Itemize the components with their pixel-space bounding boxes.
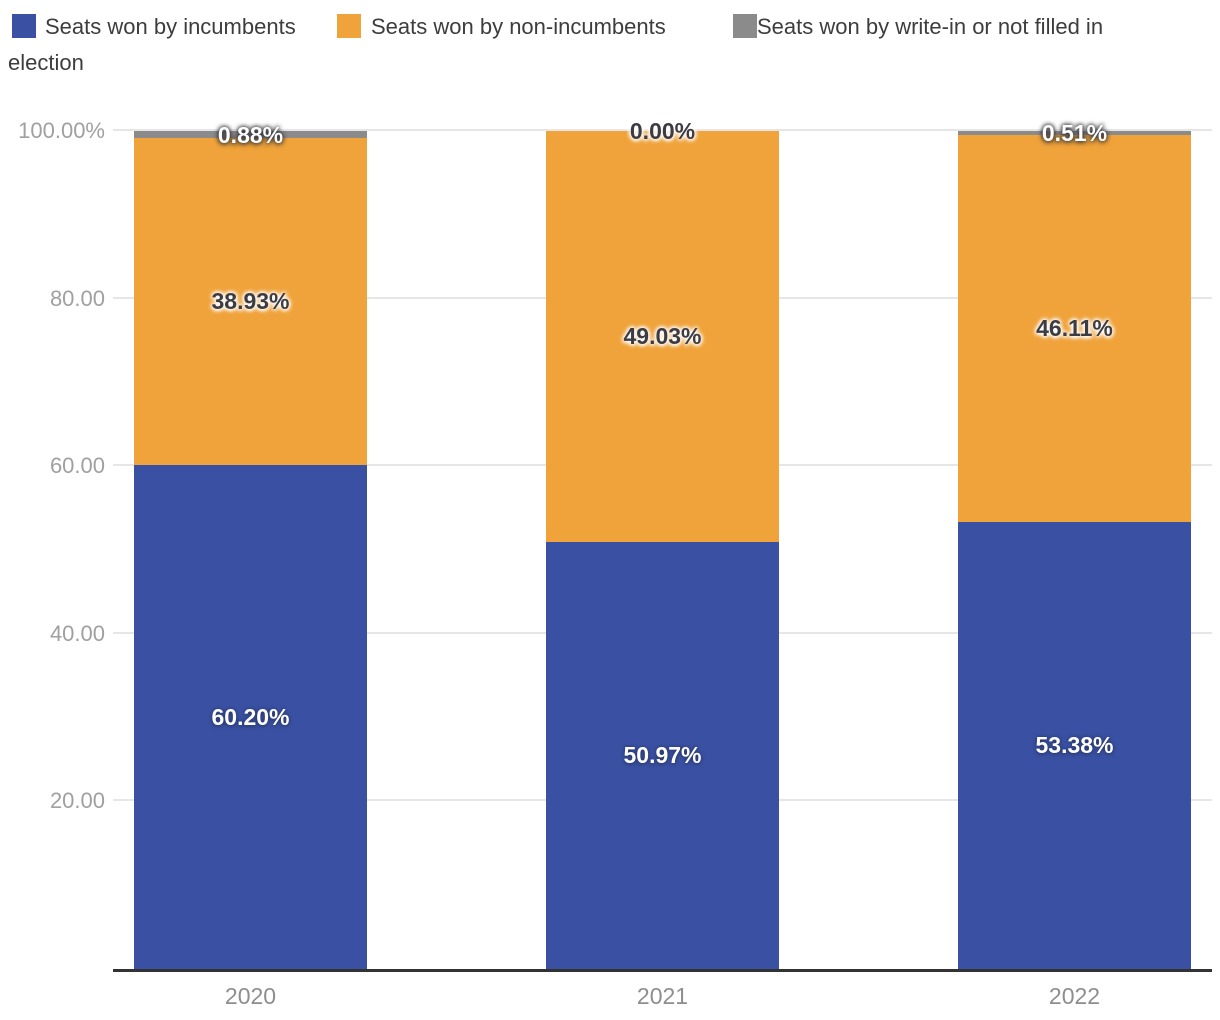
legend-label-incumbents: Seats won by incumbents [45,14,296,39]
bar-label-incumbents-2021: 50.97% [623,742,702,768]
bar-label-write_in-2021: 0.00% [629,118,696,144]
x-axis-label-2022: 2022 [1048,983,1101,1009]
bar-segment-incumbents-2021[interactable] [546,542,779,969]
bar-label-write_in-2022: 0.51% [1041,120,1108,146]
x-axis-baseline [113,969,1212,972]
bar-label-incumbents-2022: 53.38% [1035,732,1114,758]
bar-label-non_incumbents-2021: 49.03% [623,323,702,349]
bar-segment-non_incumbents-2020[interactable] [134,138,367,465]
bar-segment-incumbents-2020[interactable] [134,465,367,969]
bar-label-write_in-2020: 0.88% [217,122,284,148]
legend-swatch-write-in [733,14,757,38]
bar-label-non_incumbents-2020: 38.93% [211,288,290,314]
legend-swatch-non-incumbents [337,14,361,38]
y-axis-tick-label: 60.00 [49,453,105,478]
x-axis-label-2020: 2020 [224,983,277,1009]
bar-segment-write_in-2022[interactable] [958,131,1191,135]
y-axis-tick-label: 100.00% [18,118,105,143]
gridline [113,129,1212,131]
bar-segment-non_incumbents-2021[interactable] [546,131,779,542]
y-axis-tick-label: 20.00 [49,788,105,813]
legend-label-write-in-line2: election [8,50,84,75]
y-axis-tick-label: 40.00 [49,621,105,646]
y-axis-tick-label: 80.00 [49,286,105,311]
bar-segment-non_incumbents-2022[interactable] [958,135,1191,522]
bar-segment-incumbents-2022[interactable] [958,522,1191,969]
legend-label-non-incumbents: Seats won by non-incumbents [371,14,666,39]
legend: Seats won by incumbents Seats won by non… [0,0,1220,85]
bar-label-non_incumbents-2022: 46.11% [1036,315,1113,341]
legend-label-write-in: Seats won by write-in or not filled in [757,14,1104,39]
bar-segment-write_in-2020[interactable] [134,131,367,138]
bar-label-incumbents-2020: 60.20% [211,704,290,730]
legend-swatch-incumbents [12,14,36,38]
x-axis-label-2021: 2021 [636,983,689,1009]
